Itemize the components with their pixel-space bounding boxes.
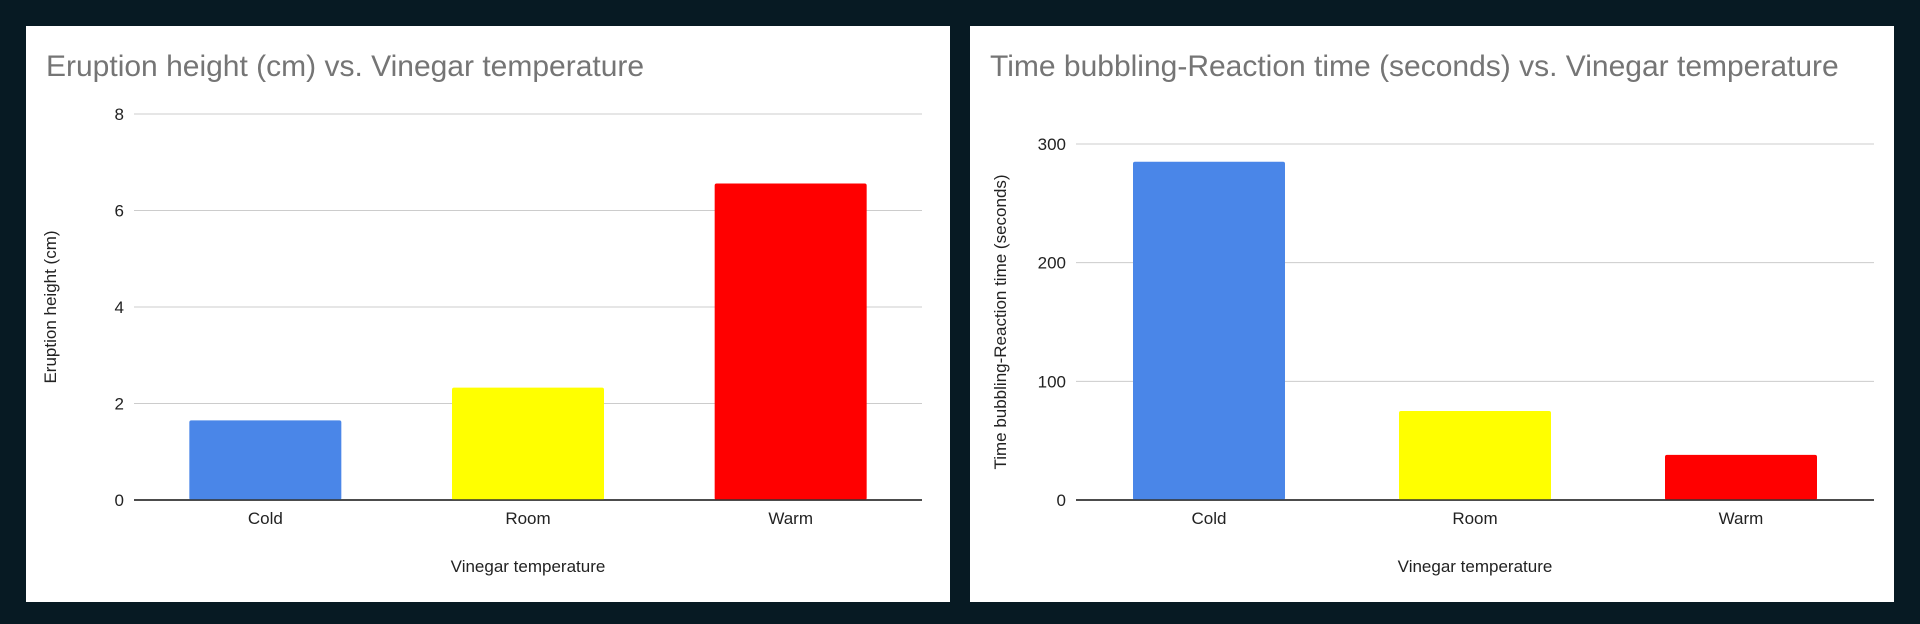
bar-room	[1399, 411, 1551, 500]
x-axis-title: Vinegar temperature	[1398, 557, 1553, 576]
y-tick-label: 4	[115, 298, 124, 317]
y-tick-label: 300	[1038, 135, 1066, 154]
x-axis-title: Vinegar temperature	[451, 557, 606, 576]
y-tick-label: 8	[115, 105, 124, 124]
bar-warm	[714, 183, 867, 501]
eruption-height-chart: Eruption height (cm) vs. Vinegar tempera…	[26, 26, 950, 602]
x-tick-label: Warm	[1719, 509, 1764, 528]
reaction-time-plot: 0 100 200 300 Cold Room Warm Vinegar temperatur…	[991, 135, 1874, 576]
y-tick-label: 2	[115, 395, 124, 414]
y-axis-title: Time bubbling-Reaction time (seconds)	[991, 174, 1010, 469]
x-tick-label: Room	[1452, 509, 1497, 528]
bar-room	[452, 387, 604, 500]
bar-cold	[1133, 161, 1285, 501]
x-tick-label: Room	[505, 509, 550, 528]
y-tick-label: 100	[1038, 372, 1066, 391]
bar-cold	[189, 420, 342, 500]
y-tick-label: 6	[115, 202, 124, 221]
x-tick-label: Cold	[1192, 509, 1227, 528]
x-tick-label: Warm	[768, 509, 813, 528]
bar-warm	[1665, 454, 1817, 500]
reaction-time-chart: Time bubbling-Reaction time (seconds) vs…	[970, 26, 1894, 602]
y-tick-label: 0	[1057, 491, 1066, 510]
eruption-height-plot: 0 2 4 6 8 Cold Room Warm Vinegar temperature Erup…	[41, 105, 922, 576]
x-tick-label: Cold	[248, 509, 283, 528]
y-tick-label: 200	[1038, 254, 1066, 273]
y-tick-label: 0	[115, 491, 124, 510]
y-axis-title: Eruption height (cm)	[41, 230, 60, 383]
chart-title: Eruption height (cm) vs. Vinegar tempera…	[46, 50, 645, 83]
chart-title: Time bubbling-Reaction time (seconds) vs…	[990, 50, 1839, 83]
